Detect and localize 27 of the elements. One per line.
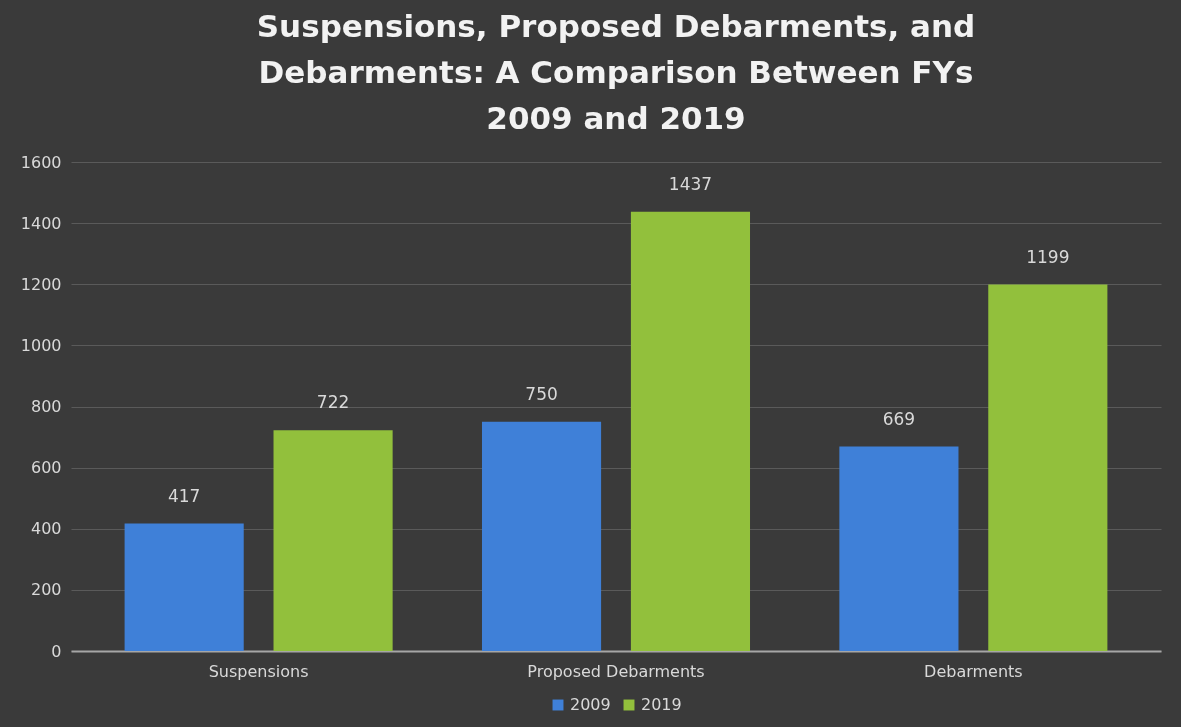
x-tick-label: Suspensions [208,661,309,681]
y-tick-label: 600 [30,458,62,478]
legend-label: 2019 [641,695,682,714]
bar [124,523,244,651]
chart-title: Suspensions, Proposed Debarments, and Debarments: A Comparison Between FYs 2009 and 2019 [256,8,976,136]
y-tick-label: 1400 [20,213,62,233]
data-label: 1437 [668,173,713,194]
y-tick-label: 1000 [20,335,62,355]
y-tick-label: 400 [30,519,62,539]
bar [273,430,393,651]
data-label: 722 [316,392,350,413]
x-tick-label: Proposed Debarments [527,661,705,681]
y-tick-label: 1600 [20,152,62,172]
data-label: 417 [167,485,201,506]
y-tick-label: 0 [51,641,62,661]
y-tick-label: 200 [30,580,62,600]
y-tick-label: 1200 [20,274,62,294]
y-tick-label: 800 [30,397,62,416]
bar [481,421,602,651]
bar [988,284,1108,651]
x-tick-label: Debarments [924,661,1023,681]
data-label: 750 [525,383,558,404]
legend-label: 2009 [570,695,611,714]
bar [630,211,751,651]
bar [839,446,959,651]
data-label: 1199 [1026,246,1070,267]
data-label: 669 [882,408,916,429]
